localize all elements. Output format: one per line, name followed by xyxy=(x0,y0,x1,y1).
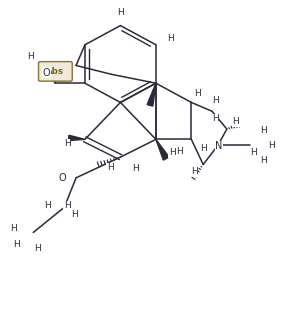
Text: H: H xyxy=(167,34,174,43)
Text: H: H xyxy=(71,210,78,219)
Text: H: H xyxy=(11,224,17,233)
Text: H: H xyxy=(191,167,198,176)
Polygon shape xyxy=(68,135,85,140)
Text: H: H xyxy=(117,8,124,17)
Text: H: H xyxy=(64,201,71,210)
Text: H: H xyxy=(14,240,20,249)
Text: H: H xyxy=(250,148,257,157)
Text: H: H xyxy=(260,156,267,164)
Text: O: O xyxy=(43,68,50,78)
Text: H: H xyxy=(176,147,183,156)
Text: H: H xyxy=(45,201,51,210)
Text: H: H xyxy=(268,141,274,150)
Polygon shape xyxy=(147,83,156,106)
Text: N: N xyxy=(215,141,222,151)
Text: H: H xyxy=(200,144,206,153)
Text: H: H xyxy=(27,52,34,61)
Text: H: H xyxy=(107,163,113,172)
Polygon shape xyxy=(156,139,169,160)
Text: H: H xyxy=(169,148,176,157)
Text: H: H xyxy=(260,126,267,135)
Text: H: H xyxy=(132,164,139,173)
Text: H: H xyxy=(64,139,71,148)
Text: H: H xyxy=(212,114,218,123)
FancyBboxPatch shape xyxy=(39,62,72,81)
Text: H: H xyxy=(212,96,218,105)
Text: O: O xyxy=(59,173,67,183)
Text: H: H xyxy=(232,117,239,126)
Text: H: H xyxy=(34,244,41,253)
Text: Abs: Abs xyxy=(46,67,64,76)
Text: H: H xyxy=(194,89,201,98)
